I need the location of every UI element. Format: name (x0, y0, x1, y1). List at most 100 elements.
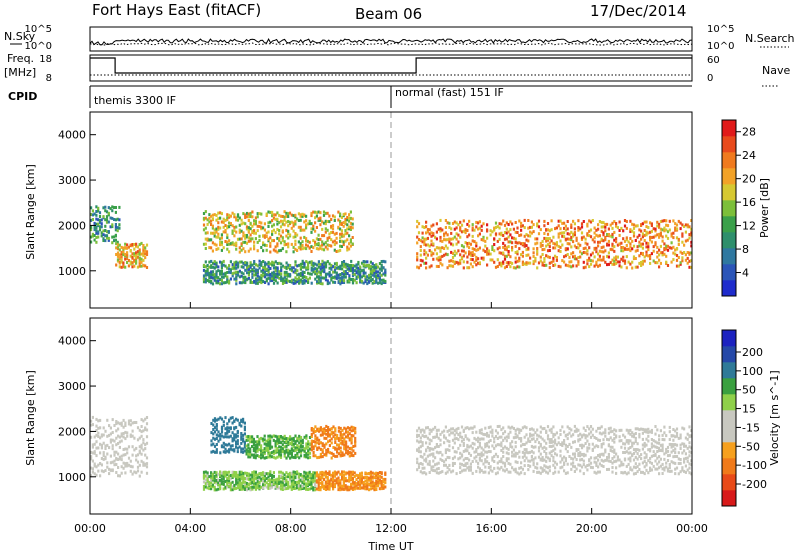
velocity-cell (640, 470, 643, 474)
power-cell (649, 230, 652, 234)
power-cell (371, 273, 374, 277)
power-cell (631, 260, 634, 264)
power-cell (645, 253, 648, 257)
velocity-cell (369, 470, 372, 474)
velocity-cell (663, 438, 666, 442)
velocity-cell (464, 468, 467, 472)
velocity-cell (122, 435, 125, 439)
power-cell (312, 268, 315, 271)
velocity-cell (430, 452, 433, 456)
power-cell (335, 274, 338, 277)
velocity-cell (453, 433, 456, 437)
velocity-cell (297, 472, 300, 476)
power-cell (341, 261, 344, 264)
velocity-cell (435, 432, 438, 436)
power-cell (249, 247, 252, 251)
power-cell (314, 210, 317, 214)
power-cell (627, 260, 630, 264)
power-cell (582, 235, 585, 239)
velocity-cell (346, 445, 350, 449)
power-cell (285, 234, 288, 238)
velocity-cell (321, 442, 324, 446)
power-cell (460, 244, 464, 248)
power-cell (305, 266, 308, 270)
velocity-cell (235, 425, 238, 429)
power-cell (246, 277, 249, 281)
power-cell (451, 237, 455, 241)
power-cell (319, 237, 322, 241)
velocity-cell (316, 456, 319, 460)
velocity-cell (219, 480, 222, 484)
velocity-cell (552, 463, 555, 467)
velocity-cell (537, 446, 541, 450)
velocity-cell (224, 427, 227, 431)
velocity-cell (554, 438, 557, 442)
power-cell (269, 250, 272, 254)
power-cell (509, 233, 512, 237)
power-cell (307, 264, 310, 267)
velocity-cell (126, 464, 129, 468)
velocity-cell (546, 466, 550, 470)
power-cell (271, 232, 274, 236)
velocity-cell (645, 443, 648, 447)
power-cell (364, 260, 367, 264)
velocity-cell (337, 476, 340, 480)
velocity-cell (100, 469, 103, 473)
velocity-cell (473, 425, 476, 429)
velocity-cell (271, 474, 274, 477)
velocity-cell (245, 477, 249, 481)
velocity-cell (290, 442, 293, 446)
power-cell (222, 263, 225, 267)
power-cell (272, 278, 276, 282)
power-cell (416, 265, 419, 269)
power-cell (425, 251, 428, 255)
power-cell (665, 228, 668, 232)
power-cell (247, 219, 250, 222)
velocity-cell (459, 466, 462, 470)
velocity-cell (279, 474, 283, 478)
velocity-cell (597, 465, 600, 469)
velocity-cell (444, 448, 447, 452)
velocity-cell (371, 482, 374, 486)
power-cell (242, 231, 245, 235)
power-cell (330, 218, 333, 221)
power-cell (253, 229, 256, 233)
power-cell (204, 269, 207, 273)
power-cell (215, 243, 218, 247)
power-cell (548, 241, 551, 245)
power-cell (688, 251, 691, 255)
power-cell (616, 260, 619, 264)
power-cell (297, 225, 300, 229)
power-cell (604, 249, 607, 253)
power-cell (290, 278, 293, 282)
velocity-cell (359, 478, 362, 482)
velocity-cell (373, 488, 376, 492)
power-cell (210, 279, 213, 283)
velocity-cell (432, 469, 435, 472)
power-cell (579, 243, 582, 247)
velocity-cell (204, 478, 207, 482)
velocity-cell (577, 463, 580, 467)
velocity-cell (312, 488, 315, 492)
power-cell (595, 233, 598, 237)
power-cell (322, 242, 326, 246)
velocity-cell (118, 457, 121, 461)
velocity-cell (144, 443, 147, 447)
velocity-cell (477, 465, 480, 469)
power-cell (260, 261, 263, 265)
power-cell (292, 250, 295, 254)
velocity-cell (254, 487, 257, 491)
velocity-cell (350, 441, 353, 445)
velocity-cell (471, 460, 474, 463)
velocity-cell (145, 471, 149, 475)
velocity-cell (341, 433, 344, 437)
power-cell (263, 272, 267, 276)
power-cell (204, 210, 207, 214)
power-cell (348, 242, 351, 246)
velocity-cell (144, 453, 147, 457)
power-cell (656, 220, 659, 224)
date-label: 17/Dec/2014 (590, 2, 686, 20)
power-cell (280, 277, 283, 281)
power-cell (641, 252, 644, 255)
power-cell (532, 260, 535, 264)
